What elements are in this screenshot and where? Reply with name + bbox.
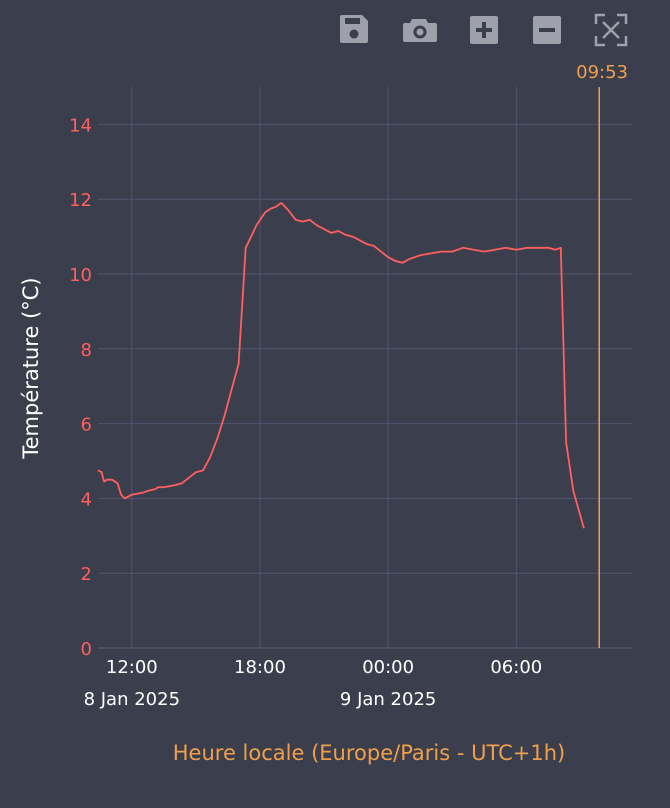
camera-icon (403, 19, 437, 42)
y-tick-label: 0 (81, 639, 92, 660)
x-tick-label: 18:00 (234, 657, 286, 678)
y-tick-label: 12 (69, 190, 92, 211)
y-tick-label: 6 (81, 415, 92, 436)
zoom-in-button[interactable] (470, 16, 498, 44)
grid (98, 87, 632, 649)
toolbar (340, 13, 628, 47)
y-axis-ticks: 0 2 4 6 8 10 12 14 (69, 115, 92, 660)
temperature-line[interactable] (97, 202, 585, 529)
x-tick-label: 06:00 (490, 657, 542, 678)
y-tick-label: 8 (81, 340, 92, 361)
y-tick-label: 14 (69, 115, 92, 136)
y-tick-label: 2 (81, 564, 92, 585)
series-layer (97, 202, 585, 529)
y-tick-label: 10 (69, 265, 92, 286)
x-tick-label: 00:00 (362, 657, 414, 678)
x-tick-date-label: 9 Jan 2025 (340, 689, 436, 710)
x-tick-date-label: 8 Jan 2025 (84, 689, 180, 710)
now-marker: 09:53 (576, 62, 628, 648)
x-tick-label: 12:00 (106, 657, 158, 678)
now-label: 09:53 (576, 62, 628, 83)
save-button[interactable] (340, 15, 368, 43)
x-axis-ticks: 12:00 8 Jan 2025 18:00 00:00 9 Jan 2025 06:00 (84, 657, 543, 710)
snapshot-button[interactable] (403, 19, 437, 42)
save-icon (340, 15, 368, 43)
y-axis-title: Température (°C) (19, 277, 43, 459)
x-axis-title: Heure locale (Europe/Paris - UTC+1h) (173, 741, 565, 765)
minus-icon (533, 16, 561, 44)
zoom-out-button[interactable] (533, 16, 561, 44)
plus-icon (470, 16, 498, 44)
autoscale-button[interactable] (594, 13, 628, 47)
autoscale-icon (594, 13, 628, 47)
y-tick-label: 4 (81, 489, 92, 510)
